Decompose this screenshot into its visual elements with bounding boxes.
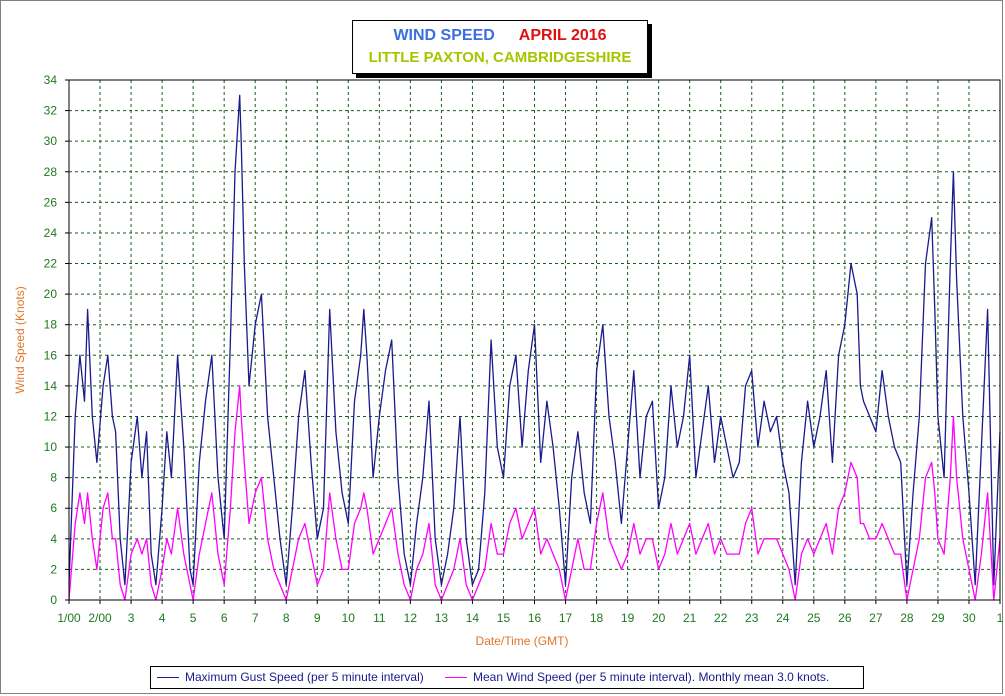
x-tick-label: 5 bbox=[190, 611, 197, 625]
x-tick-label: 25 bbox=[807, 611, 821, 625]
y-axis-label: Wind Speed (Knots) bbox=[13, 286, 27, 393]
mean-series bbox=[68, 385, 1001, 601]
y-tick-label: 4 bbox=[50, 532, 57, 546]
y-tick-label: 20 bbox=[44, 287, 58, 301]
x-tick-label: 15 bbox=[497, 611, 511, 625]
x-tick-label: 28 bbox=[900, 611, 914, 625]
x-tick-label: 10 bbox=[342, 611, 356, 625]
chart-subtitle: LITTLE PAXTON, CAMBRIDGESHIRE bbox=[368, 49, 632, 66]
x-tick-label: 4 bbox=[159, 611, 166, 625]
y-tick-label: 18 bbox=[44, 318, 58, 332]
y-tick-label: 26 bbox=[44, 195, 58, 209]
x-tick-label: 23 bbox=[745, 611, 759, 625]
x-tick-label: 18 bbox=[590, 611, 604, 625]
x-tick-label: 20 bbox=[652, 611, 666, 625]
y-tick-label: 0 bbox=[50, 593, 57, 607]
x-tick-label: 1/00 bbox=[57, 611, 81, 625]
x-tick-label: 11 bbox=[373, 611, 386, 625]
x-tick-label: 17 bbox=[559, 611, 573, 625]
x-tick-label: 26 bbox=[838, 611, 852, 625]
x-tick-label: 2/00 bbox=[88, 611, 112, 625]
y-tick-label: 30 bbox=[44, 134, 58, 148]
x-tick-label: 3 bbox=[128, 611, 135, 625]
x-tick-label: 24 bbox=[776, 611, 790, 625]
gust-speed-line bbox=[68, 94, 1001, 586]
x-axis-ticks: 1/00 2/00 3 4 5 6 7 8 9 10 11 12 13 14 15 16 17 18 19 20 21 2… bbox=[57, 600, 1004, 625]
chart-title-line: WIND SPEED APRIL 2016 bbox=[353, 27, 647, 45]
legend-label-mean: Mean Wind Speed (per 5 minute interval).… bbox=[473, 670, 830, 684]
x-tick-label: 9 bbox=[314, 611, 321, 625]
y-tick-label: 24 bbox=[44, 226, 58, 240]
x-axis-label: Date/Time (GMT) bbox=[476, 634, 569, 648]
y-tick-label: 14 bbox=[44, 379, 58, 393]
x-tick-label: 27 bbox=[869, 611, 883, 625]
legend: Maximum Gust Speed (per 5 minute interva… bbox=[150, 666, 864, 689]
chart-title-date: APRIL 2016 bbox=[518, 27, 607, 44]
x-tick-label: 1 bbox=[997, 611, 1004, 625]
y-tick-label: 2 bbox=[50, 562, 57, 576]
mean-speed-line bbox=[68, 385, 1001, 601]
x-tick-label: 22 bbox=[714, 611, 728, 625]
legend-item-gust: Maximum Gust Speed (per 5 minute interva… bbox=[157, 667, 424, 688]
legend-swatch-mean bbox=[445, 677, 467, 679]
x-tick-label: 14 bbox=[466, 611, 480, 625]
chart-title-box: WIND SPEED APRIL 2016 LITTLE PAXTON, CAMB… bbox=[352, 20, 648, 74]
x-tick-label: 29 bbox=[931, 611, 945, 625]
y-tick-label: 28 bbox=[44, 165, 58, 179]
y-tick-label: 6 bbox=[50, 501, 57, 515]
legend-swatch-gust bbox=[157, 677, 179, 679]
x-tick-label: 19 bbox=[621, 611, 635, 625]
gust-series bbox=[68, 94, 1001, 586]
y-tick-label: 8 bbox=[50, 471, 57, 485]
y-tick-label: 16 bbox=[44, 348, 58, 362]
x-tick-label: 7 bbox=[252, 611, 259, 625]
x-tick-label: 16 bbox=[528, 611, 542, 625]
y-tick-label: 12 bbox=[44, 409, 58, 423]
y-tick-label: 22 bbox=[44, 257, 58, 271]
y-tick-label: 10 bbox=[44, 440, 58, 454]
legend-label-gust: Maximum Gust Speed (per 5 minute interva… bbox=[185, 670, 424, 684]
x-tick-label: 30 bbox=[962, 611, 976, 625]
x-tick-label: 8 bbox=[283, 611, 290, 625]
x-tick-label: 21 bbox=[683, 611, 697, 625]
x-tick-label: 13 bbox=[435, 611, 449, 625]
y-tick-label: 32 bbox=[44, 104, 58, 118]
x-tick-label: 12 bbox=[404, 611, 418, 625]
x-tick-label: 6 bbox=[221, 611, 228, 625]
chart-title: WIND SPEED bbox=[393, 27, 495, 44]
legend-item-mean: Mean Wind Speed (per 5 minute interval).… bbox=[445, 667, 829, 688]
y-tick-label: 34 bbox=[44, 73, 58, 87]
